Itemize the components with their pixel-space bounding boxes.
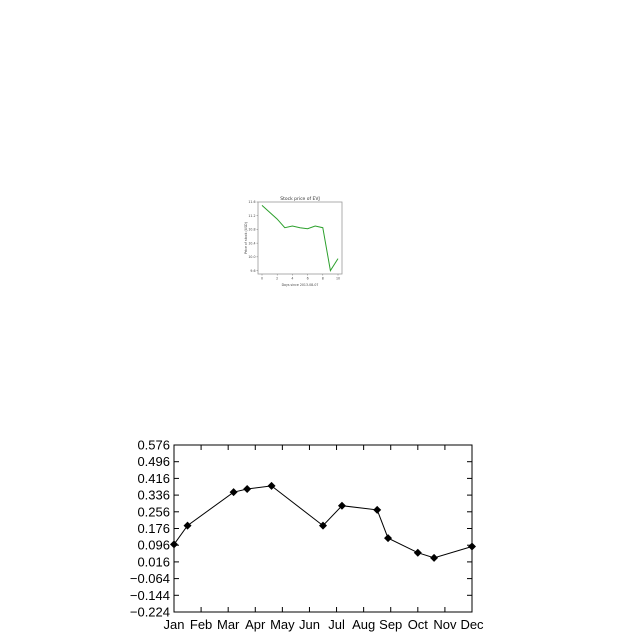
small-stock-chart: Stock price of EVJ Days since 2013-08-07… bbox=[244, 196, 343, 287]
small-plot-frame bbox=[257, 201, 343, 275]
small-y-tick-label: 11.2 bbox=[248, 214, 255, 218]
data-point-marker bbox=[430, 553, 439, 562]
data-point-marker bbox=[384, 534, 393, 543]
y-tick-label: −0.224 bbox=[130, 605, 170, 620]
data-point-marker bbox=[229, 488, 238, 497]
x-tick-label: Oct bbox=[408, 617, 429, 632]
x-tick-label: Aug bbox=[352, 617, 375, 632]
data-point-marker bbox=[337, 501, 346, 510]
y-tick-label: 0.016 bbox=[137, 554, 170, 569]
x-tick-label: Dec bbox=[460, 617, 484, 632]
small-chart-title: Stock price of EVJ bbox=[280, 196, 320, 202]
small-y-tick-label: 10.0 bbox=[248, 255, 255, 259]
data-point-marker bbox=[413, 548, 422, 557]
data-point-marker bbox=[183, 521, 192, 530]
x-tick-label: Mar bbox=[217, 617, 240, 632]
x-tick-label: Jan bbox=[164, 617, 185, 632]
x-tick-label: Nov bbox=[433, 617, 457, 632]
y-tick-label: 0.416 bbox=[137, 471, 170, 486]
x-axis-ticks: Jan Feb Mar Apr May Jun Jul Aug Sep Oct Nov Dec bbox=[164, 445, 484, 632]
small-y-tick-label: 11.6 bbox=[248, 200, 255, 204]
x-tick-label: Apr bbox=[245, 617, 266, 632]
y-tick-label: 0.496 bbox=[137, 454, 170, 469]
small-y-tick-label: 10.4 bbox=[248, 241, 255, 245]
data-point-marker bbox=[373, 505, 382, 514]
small-series-line bbox=[261, 205, 339, 272]
data-point-marker bbox=[319, 521, 327, 530]
x-tick-label: Feb bbox=[190, 617, 212, 632]
x-tick-label: Sep bbox=[379, 617, 402, 632]
small-x-tick-label: 4 bbox=[291, 277, 293, 281]
small-chart-ylabel: Price of stock (USD) bbox=[244, 222, 248, 254]
y-tick-label: −0.064 bbox=[130, 571, 170, 586]
data-point-marker bbox=[267, 481, 276, 490]
small-x-tick-label: 6 bbox=[307, 277, 309, 281]
small-y-tick-label: 10.8 bbox=[248, 228, 255, 232]
small-x-tick-label: 8 bbox=[322, 277, 324, 281]
y-tick-label: 0.256 bbox=[137, 504, 170, 519]
series-markers bbox=[170, 481, 476, 562]
y-tick-label: 0.176 bbox=[137, 521, 170, 536]
small-chart-xlabel: Days since 2013-08-07 bbox=[282, 283, 319, 287]
small-x-tick-label: 10 bbox=[336, 277, 340, 281]
small-y-ticks: 9.6 10.0 10.4 10.8 11.2 11.6 bbox=[248, 200, 258, 273]
small-x-tick-label: 0 bbox=[261, 277, 263, 281]
y-tick-label: −0.144 bbox=[130, 588, 170, 603]
y-tick-label: 0.096 bbox=[137, 538, 170, 553]
x-tick-label: Jul bbox=[328, 617, 345, 632]
small-x-tick-label: 2 bbox=[276, 277, 278, 281]
small-y-tick-label: 9.6 bbox=[250, 269, 255, 273]
data-point-marker bbox=[170, 540, 178, 549]
small-x-ticks: 0 2 4 6 8 10 bbox=[261, 274, 340, 281]
x-tick-label: Jun bbox=[299, 617, 320, 632]
x-tick-label: May bbox=[270, 617, 295, 632]
y-tick-label: 0.576 bbox=[137, 438, 170, 453]
y-tick-label: 0.336 bbox=[137, 488, 170, 503]
data-point-marker bbox=[468, 542, 476, 551]
data-point-marker bbox=[243, 485, 252, 494]
